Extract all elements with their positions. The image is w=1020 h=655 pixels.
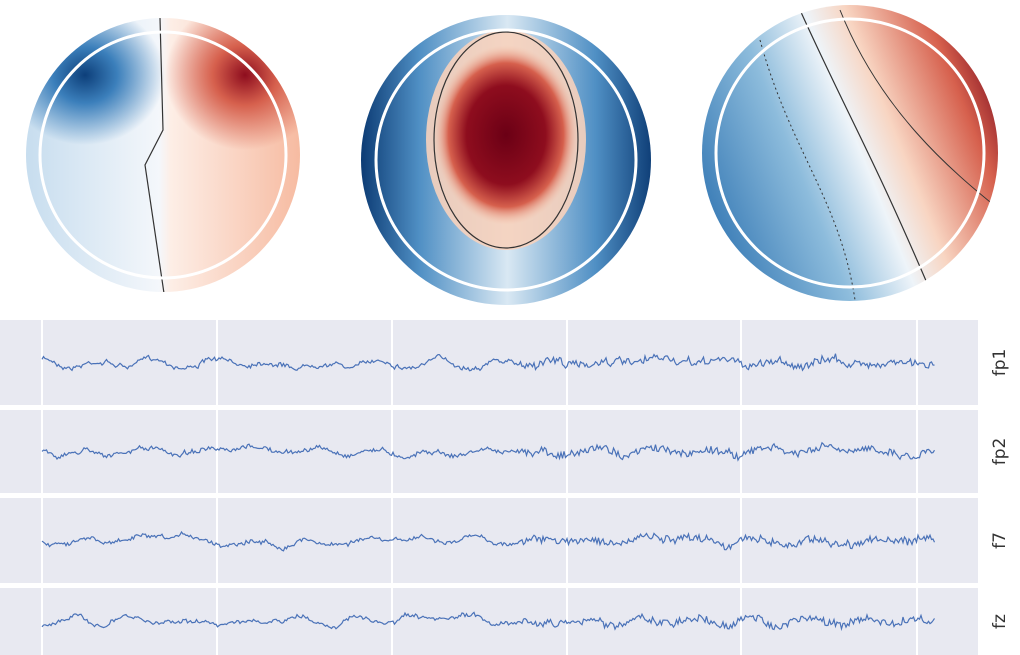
- trace-panel: [0, 410, 978, 493]
- eeg-trace: [41, 611, 936, 632]
- channel-label: fp2: [990, 438, 1010, 466]
- topomap: [702, 5, 998, 301]
- channel-label: fp1: [990, 349, 1010, 377]
- eeg-trace: [41, 353, 935, 372]
- topomap: [361, 15, 651, 305]
- eeg-trace: [41, 441, 936, 462]
- channel-label: f7: [990, 532, 1010, 549]
- traces: fp1 fp2 f7 fz: [0, 320, 1010, 655]
- topomap: [26, 18, 300, 292]
- channel-label: fz: [990, 614, 1010, 629]
- eeg-trace: [41, 530, 936, 552]
